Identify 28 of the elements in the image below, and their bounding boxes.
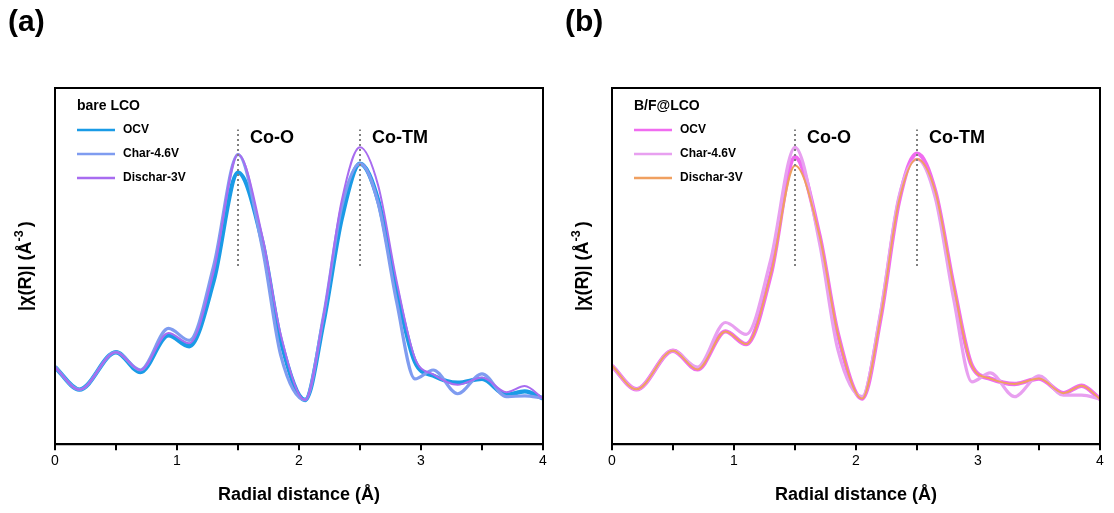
ref-line-label: Co-O bbox=[250, 126, 294, 147]
x-tick-label: 0 bbox=[608, 452, 617, 469]
legend-label: Char-4.6V bbox=[123, 146, 180, 161]
x-tick-label: 0 bbox=[51, 452, 60, 469]
x-axis-title: Radial distance (Å) bbox=[774, 483, 938, 504]
chart-title: (a) bbox=[8, 4, 45, 38]
x-tick-label: 4 bbox=[1096, 452, 1105, 469]
legend-label: Dischar-3V bbox=[123, 170, 186, 185]
y-axis-title: |χ(R)| (Å-3) bbox=[569, 221, 592, 311]
legend-label: OCV bbox=[123, 122, 150, 137]
legend-label: OCV bbox=[680, 122, 707, 137]
y-axis-title: |χ(R)| (Å-3) bbox=[12, 221, 35, 311]
legend-title: bare LCO bbox=[77, 96, 141, 113]
chart-title: (b) bbox=[565, 4, 604, 38]
ref-line-label: Co-TM bbox=[929, 126, 985, 147]
x-tick-label: 1 bbox=[730, 452, 739, 469]
x-tick-label: 4 bbox=[539, 452, 548, 469]
ref-line-label: Co-O bbox=[807, 126, 851, 147]
ref-line-label: Co-TM bbox=[372, 126, 428, 147]
x-tick-label: 2 bbox=[295, 452, 304, 469]
x-tick-label: 1 bbox=[173, 452, 182, 469]
x-tick-label: 3 bbox=[417, 452, 426, 469]
x-tick-label: 2 bbox=[852, 452, 861, 469]
legend-label: Dischar-3V bbox=[680, 170, 743, 185]
legend-label: Char-4.6V bbox=[680, 146, 737, 161]
legend-title: B/F@LCO bbox=[634, 96, 700, 113]
x-tick-label: 3 bbox=[974, 452, 983, 469]
x-axis-title: Radial distance (Å) bbox=[217, 483, 381, 504]
